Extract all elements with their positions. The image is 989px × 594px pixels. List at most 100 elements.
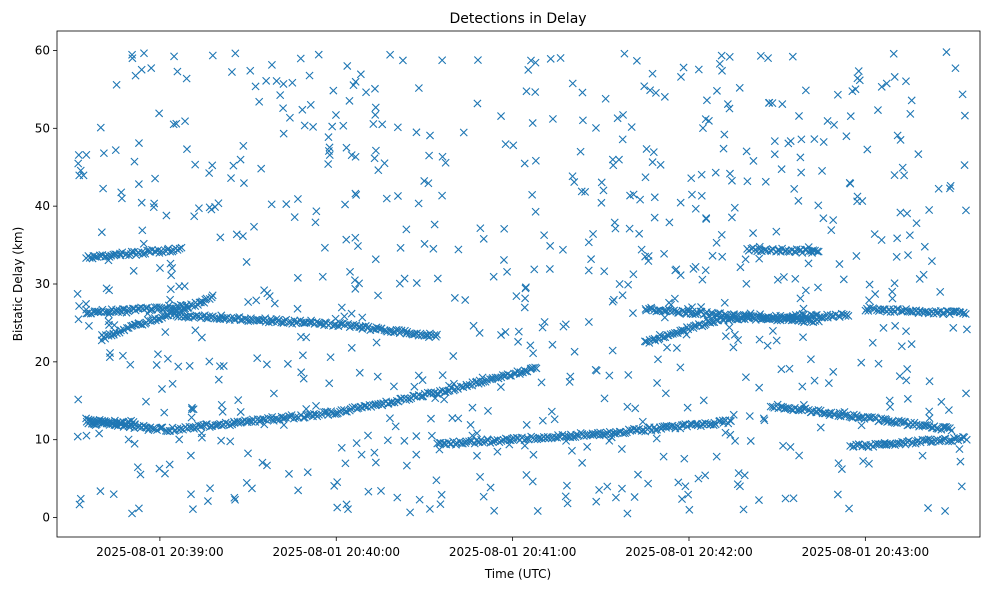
detection-marker xyxy=(197,433,206,442)
detection-marker xyxy=(799,333,808,342)
detection-marker xyxy=(162,211,171,220)
detection-marker xyxy=(608,155,617,164)
detection-marker xyxy=(436,500,445,509)
detection-marker xyxy=(500,224,509,233)
detection-marker xyxy=(558,430,567,439)
detection-marker xyxy=(297,368,306,377)
detection-marker xyxy=(600,267,609,276)
detection-marker xyxy=(874,359,883,368)
detection-marker xyxy=(91,417,100,426)
detection-marker xyxy=(581,187,590,196)
detection-marker xyxy=(943,424,952,433)
detection-marker xyxy=(772,336,781,345)
detection-marker xyxy=(118,248,127,257)
detection-marker xyxy=(138,320,147,329)
detection-marker xyxy=(798,382,807,391)
detection-marker xyxy=(739,505,748,514)
detection-marker xyxy=(134,248,143,257)
detection-marker xyxy=(566,372,575,381)
detection-marker xyxy=(340,312,349,321)
detection-marker xyxy=(840,411,849,420)
detection-marker xyxy=(109,490,118,499)
detection-marker xyxy=(676,72,685,81)
detection-marker xyxy=(958,90,967,99)
detection-marker xyxy=(272,315,281,324)
detection-marker xyxy=(402,461,411,470)
detection-marker xyxy=(615,280,624,288)
detection-marker xyxy=(251,82,260,91)
detection-marker xyxy=(885,305,894,314)
detection-marker xyxy=(486,438,495,447)
detection-marker xyxy=(742,279,751,288)
y-axis-ticks: 0 10 20 30 40 50 60 xyxy=(35,43,57,525)
detection-marker xyxy=(238,232,247,241)
detection-marker xyxy=(810,376,819,385)
detection-marker xyxy=(306,100,315,109)
detection-marker xyxy=(374,291,383,300)
y-axis-label: Bistatic Delay (km) xyxy=(11,227,25,342)
detection-marker xyxy=(834,459,843,468)
detection-marker xyxy=(382,194,391,203)
detection-marker xyxy=(509,141,518,150)
detection-marker xyxy=(814,247,823,256)
detection-marker xyxy=(648,69,657,78)
detection-marker xyxy=(738,315,747,324)
detection-marker xyxy=(182,145,191,154)
detection-marker xyxy=(647,304,656,313)
detection-marker xyxy=(689,264,698,273)
detection-marker xyxy=(611,429,620,438)
x-tick-label: 2025-08-01 20:41:00 xyxy=(449,545,576,559)
detection-marker xyxy=(904,251,913,260)
detection-marker xyxy=(73,289,82,298)
detection-marker xyxy=(153,350,162,359)
detection-marker xyxy=(391,422,400,431)
detection-marker xyxy=(715,59,724,68)
y-tick-label: 40 xyxy=(35,199,50,213)
detection-marker xyxy=(441,158,450,167)
detection-marker xyxy=(294,486,303,495)
detection-marker xyxy=(155,264,164,272)
detection-marker xyxy=(296,54,305,63)
detection-marker xyxy=(75,302,84,310)
detection-marker xyxy=(659,306,668,315)
detection-marker xyxy=(469,321,478,330)
detection-marker xyxy=(918,451,927,460)
detection-marker xyxy=(137,65,146,74)
detection-marker xyxy=(136,470,145,479)
detection-marker xyxy=(437,490,446,499)
detection-marker xyxy=(598,430,607,439)
detection-marker xyxy=(743,177,752,186)
detection-marker xyxy=(618,135,627,144)
detection-marker xyxy=(897,342,906,351)
detection-marker xyxy=(672,343,681,352)
detection-marker xyxy=(521,284,530,293)
detection-marker xyxy=(548,114,557,123)
detection-marker xyxy=(454,245,463,254)
detection-marker xyxy=(578,458,587,467)
detection-marker xyxy=(130,439,139,448)
detection-marker xyxy=(496,383,505,392)
detection-marker xyxy=(857,421,866,430)
detection-marker xyxy=(632,425,641,434)
detection-marker xyxy=(853,74,862,83)
detection-marker xyxy=(432,476,441,485)
detection-marker xyxy=(497,112,506,121)
detection-marker xyxy=(352,439,361,448)
detection-marker xyxy=(206,484,215,493)
y-tick-label: 10 xyxy=(35,433,50,447)
detection-marker xyxy=(234,396,243,405)
detection-marker xyxy=(216,233,225,242)
detection-marker xyxy=(708,318,717,327)
detection-marker xyxy=(756,51,765,60)
detection-marker xyxy=(412,128,421,137)
detection-marker xyxy=(546,241,555,250)
detection-marker xyxy=(897,417,906,426)
detection-marker xyxy=(325,379,334,388)
detection-marker xyxy=(479,492,488,501)
detection-marker xyxy=(347,309,356,318)
detection-marker xyxy=(846,112,855,121)
detection-marker xyxy=(165,460,174,469)
detection-marker xyxy=(187,403,196,412)
detection-marker xyxy=(591,430,600,439)
detection-marker xyxy=(412,450,421,459)
